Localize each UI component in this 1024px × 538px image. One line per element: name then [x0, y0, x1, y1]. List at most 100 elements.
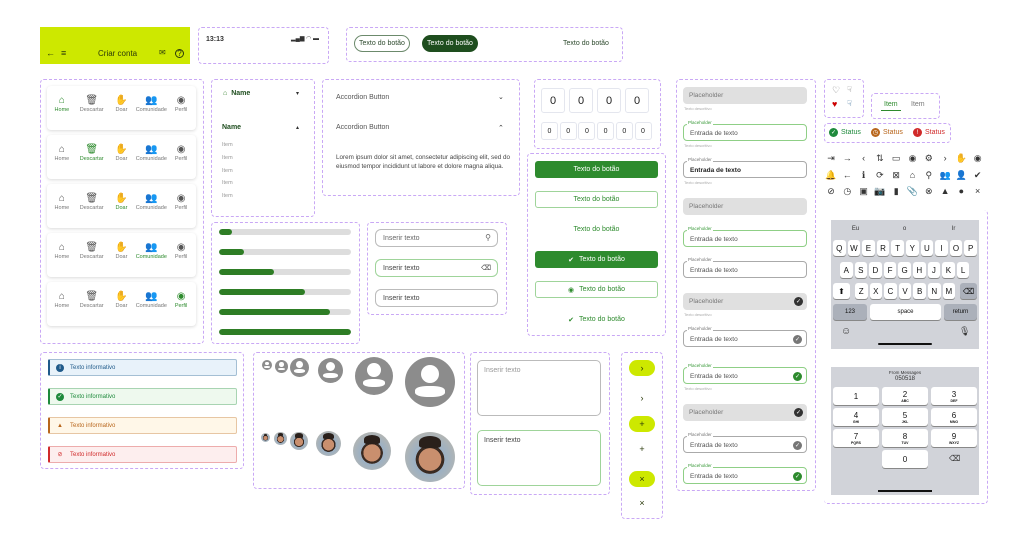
- otp-digit-small[interactable]: 0: [634, 122, 652, 140]
- dropdown-open-label[interactable]: Name: [222, 124, 242, 131]
- key[interactable]: R: [876, 240, 890, 256]
- key[interactable]: H: [913, 262, 926, 278]
- search-icon[interactable]: ⚲: [485, 233, 491, 242]
- clear-icon[interactable]: ⌫: [481, 265, 491, 272]
- key[interactable]: B: [913, 283, 926, 299]
- key[interactable]: F: [883, 262, 897, 278]
- nav-item-home[interactable]: ⌂ Home: [48, 290, 76, 326]
- thumb-down-filled-icon[interactable]: ☟: [847, 99, 852, 108]
- nav-item-comunidade[interactable]: 👥 Comunidade: [136, 192, 167, 228]
- arrow-left-icon[interactable]: ←: [46, 48, 55, 58]
- dropdown-item[interactable]: Item: [222, 142, 233, 148]
- otp-digit[interactable]: 0: [625, 88, 649, 113]
- return-key[interactable]: return: [944, 304, 977, 320]
- caret-up-icon[interactable]: ▴: [296, 125, 300, 131]
- text-field[interactable]: Placeholder Entrada de texto ✓: [683, 463, 807, 484]
- key[interactable]: C: [884, 283, 897, 299]
- key[interactable]: E: [862, 240, 875, 256]
- outline-pill-button[interactable]: Texto do botão: [354, 35, 410, 52]
- secondary-button[interactable]: Texto do botão: [535, 191, 658, 208]
- key[interactable]: P: [964, 240, 977, 256]
- text-input-focused[interactable]: Inserir texto ⌫: [375, 259, 498, 277]
- dropdown-item[interactable]: Item: [222, 154, 233, 161]
- nav-item-perfil[interactable]: ◉ Perfil: [167, 241, 195, 277]
- nav-item-comunidade[interactable]: 👥 Comunidade: [136, 94, 167, 130]
- numpad-key[interactable]: 3 DEF: [931, 387, 977, 405]
- text-field[interactable]: Placeholder: [683, 87, 807, 104]
- key[interactable]: X: [869, 283, 883, 299]
- key[interactable]: I: [935, 240, 948, 256]
- nav-item-doar[interactable]: ✋ Doar: [107, 94, 135, 130]
- numpad-key[interactable]: 9 WXYZ: [931, 429, 977, 447]
- key[interactable]: V: [898, 283, 912, 299]
- close-fab[interactable]: ×: [629, 471, 655, 487]
- key[interactable]: A: [840, 262, 853, 278]
- nav-item-perfil[interactable]: ◉ Perfil: [167, 192, 195, 228]
- key[interactable]: Z: [855, 283, 868, 299]
- help-icon[interactable]: ?: [175, 49, 184, 58]
- suggestion[interactable]: o: [902, 226, 907, 232]
- nav-item-descartar[interactable]: 🗑 Descartar: [78, 192, 106, 228]
- text-input[interactable]: Inserir texto: [375, 289, 498, 307]
- nav-item-home[interactable]: ⌂ Home: [48, 192, 76, 228]
- otp-digit-small[interactable]: 0: [597, 122, 615, 140]
- text-field[interactable]: Placeholder: [683, 198, 807, 215]
- shift-key[interactable]: ⬆: [833, 283, 850, 299]
- heart-filled-icon[interactable]: ♥: [832, 99, 838, 109]
- textarea-focused[interactable]: Inserir texto: [477, 430, 601, 486]
- otp-digit-small[interactable]: 0: [578, 122, 596, 140]
- nav-item-descartar[interactable]: 🗑 Descartar: [78, 143, 106, 179]
- caret-down-icon[interactable]: ▾: [296, 91, 300, 97]
- otp-digit[interactable]: 0: [541, 88, 565, 113]
- nav-item-descartar[interactable]: 🗑 Descartar: [78, 241, 106, 277]
- key[interactable]: L: [956, 262, 970, 278]
- nav-item-home[interactable]: ⌂ Home: [48, 241, 76, 277]
- nav-item-perfil[interactable]: ◉ Perfil: [167, 94, 195, 130]
- textarea[interactable]: Inserir texto: [477, 360, 601, 416]
- suggestion[interactable]: Ir: [951, 226, 956, 232]
- key[interactable]: M: [942, 283, 956, 299]
- dropdown-item[interactable]: Item: [222, 167, 233, 174]
- primary-button[interactable]: Texto do botão: [535, 161, 658, 178]
- search-input[interactable]: Inserir texto ⚲: [375, 229, 498, 247]
- nav-item-doar[interactable]: ✋ Doar: [107, 290, 135, 326]
- key[interactable]: W: [847, 240, 861, 256]
- backspace-key[interactable]: ⌫: [960, 283, 977, 299]
- accordion-button[interactable]: Accordion Button: [336, 124, 390, 131]
- text-field[interactable]: Placeholder Entrada de texto ✓: [683, 432, 807, 453]
- numpad-key[interactable]: 0: [882, 450, 928, 468]
- numpad-key[interactable]: 1: [833, 387, 879, 405]
- otp-digit[interactable]: 0: [569, 88, 593, 113]
- text-field[interactable]: Placeholder Entrada de texto ✓: [683, 363, 807, 384]
- numbers-key[interactable]: 123: [833, 304, 867, 320]
- otp-digit[interactable]: 0: [597, 88, 621, 113]
- secondary-icon-button[interactable]: ◉ Texto do botão: [535, 281, 658, 298]
- text-field[interactable]: Placeholder Entrada de texto ✓: [683, 326, 807, 347]
- primary-icon-button[interactable]: ✔ Texto do botão: [535, 251, 658, 268]
- accordion-button[interactable]: Accordion Button: [336, 94, 390, 101]
- numpad-key[interactable]: 7 PQRS: [833, 429, 879, 447]
- nav-item-comunidade[interactable]: 👥 Comunidade: [136, 143, 167, 179]
- nav-item-doar[interactable]: ✋ Doar: [107, 192, 135, 228]
- space-key[interactable]: space: [870, 304, 941, 320]
- nav-item-comunidade[interactable]: 👥 Comunidade: [136, 241, 167, 277]
- heart-outline-icon[interactable]: ♡: [832, 85, 841, 95]
- microphone-icon[interactable]: 🎙: [959, 326, 971, 336]
- close-button[interactable]: ×: [629, 495, 655, 511]
- numpad-key[interactable]: 6 MNO: [931, 408, 977, 426]
- chevron-down-icon[interactable]: ⌄: [498, 94, 504, 101]
- numpad-key[interactable]: 8 TUV: [882, 429, 928, 447]
- numpad-key[interactable]: 4 GHI: [833, 408, 879, 426]
- tab-item[interactable]: Item: [911, 101, 925, 108]
- dropdown-item[interactable]: Item: [222, 193, 233, 200]
- dropdown-item[interactable]: Item: [222, 180, 233, 187]
- mail-icon[interactable]: ✉: [159, 48, 166, 57]
- nav-item-perfil[interactable]: ◉ Perfil: [167, 290, 195, 326]
- key[interactable]: G: [898, 262, 911, 278]
- key[interactable]: S: [854, 262, 868, 278]
- key[interactable]: T: [891, 240, 904, 256]
- numpad-key[interactable]: 2 ABC: [882, 387, 928, 405]
- text-field[interactable]: Placeholder ✓: [683, 293, 807, 310]
- tab-item-active[interactable]: Item: [881, 101, 901, 111]
- otp-digit-small[interactable]: 0: [559, 122, 577, 140]
